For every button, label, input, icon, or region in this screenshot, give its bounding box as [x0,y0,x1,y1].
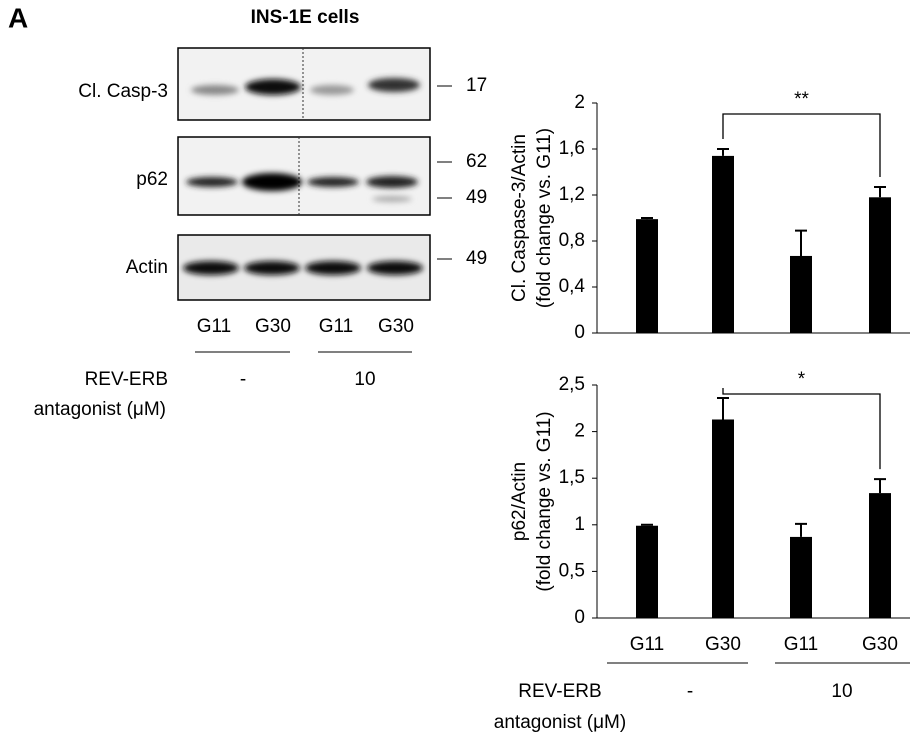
x-tick-label: G30 [862,634,898,655]
y-axis-label: Cl. Caspase-3/Actin [509,134,530,302]
x-tick-label: G11 [630,634,665,655]
y-axis-label: (fold change vs. G11) [534,128,555,308]
treatment-label: 10 [354,369,375,390]
lane-label: G30 [378,316,414,337]
y-tick-label: 0 [574,322,585,343]
group-title: antagonist (μM) [494,712,626,733]
y-tick-label: 0,4 [559,276,586,297]
blot-title: INS-1E cells [251,7,360,28]
lane-label: G30 [255,316,291,337]
bar [636,219,658,333]
bar [790,536,812,618]
group-label: - [687,681,693,702]
bands [183,78,423,275]
treatment-label: - [240,369,246,390]
y-tick-label: 2 [574,92,585,113]
group-label: 10 [831,681,852,702]
y-axis-label: p62/Actin [509,462,530,541]
y-tick-label: 1,2 [559,184,585,205]
bar [869,493,891,618]
marker-label: 49 [466,187,487,208]
error-bar [717,148,729,156]
marker-label: 17 [466,75,487,96]
y-tick-label: 2,5 [559,374,585,395]
error-bar [795,229,807,256]
error-bar [795,522,807,537]
x-tick-label: G11 [784,634,819,655]
y-tick-label: 1 [574,514,585,535]
error-bar [874,478,886,494]
row-label: Cl. Casp-3 [78,81,168,102]
treatment-title: REV-ERB [85,369,168,390]
panel-label: A [8,2,28,33]
marker-label: 62 [466,151,487,172]
y-axis-label: (fold change vs. G11) [534,411,555,591]
y-tick-label: 0,8 [559,230,585,251]
significance-bracket [722,388,881,470]
significance-label: ** [794,89,809,110]
y-tick-label: 0 [574,607,585,628]
significance-bracket [722,113,881,177]
row-label: p62 [136,169,168,190]
group-title: REV-ERB [518,681,601,702]
marker-label: 49 [466,248,487,269]
y-tick-label: 1,5 [559,467,585,488]
significance-label: * [798,369,806,390]
bar [636,525,658,618]
bar [790,255,812,333]
blot-images [177,47,452,353]
error-bar [641,217,653,220]
error-bar [717,397,729,420]
lane-label: G11 [197,316,232,337]
row-label: Actin [126,257,168,278]
y-tick-label: 0,5 [559,560,585,581]
error-bar [874,185,886,198]
bar [712,155,734,333]
bar [712,419,734,618]
error-bar [641,523,653,526]
treatment-title: antagonist (μM) [34,399,166,420]
lane-label: G11 [319,316,354,337]
y-tick-label: 2 [574,421,585,442]
bar [869,197,891,333]
y-tick-label: 1,6 [559,138,585,159]
blot-box [177,136,431,216]
x-tick-label: G30 [705,634,741,655]
